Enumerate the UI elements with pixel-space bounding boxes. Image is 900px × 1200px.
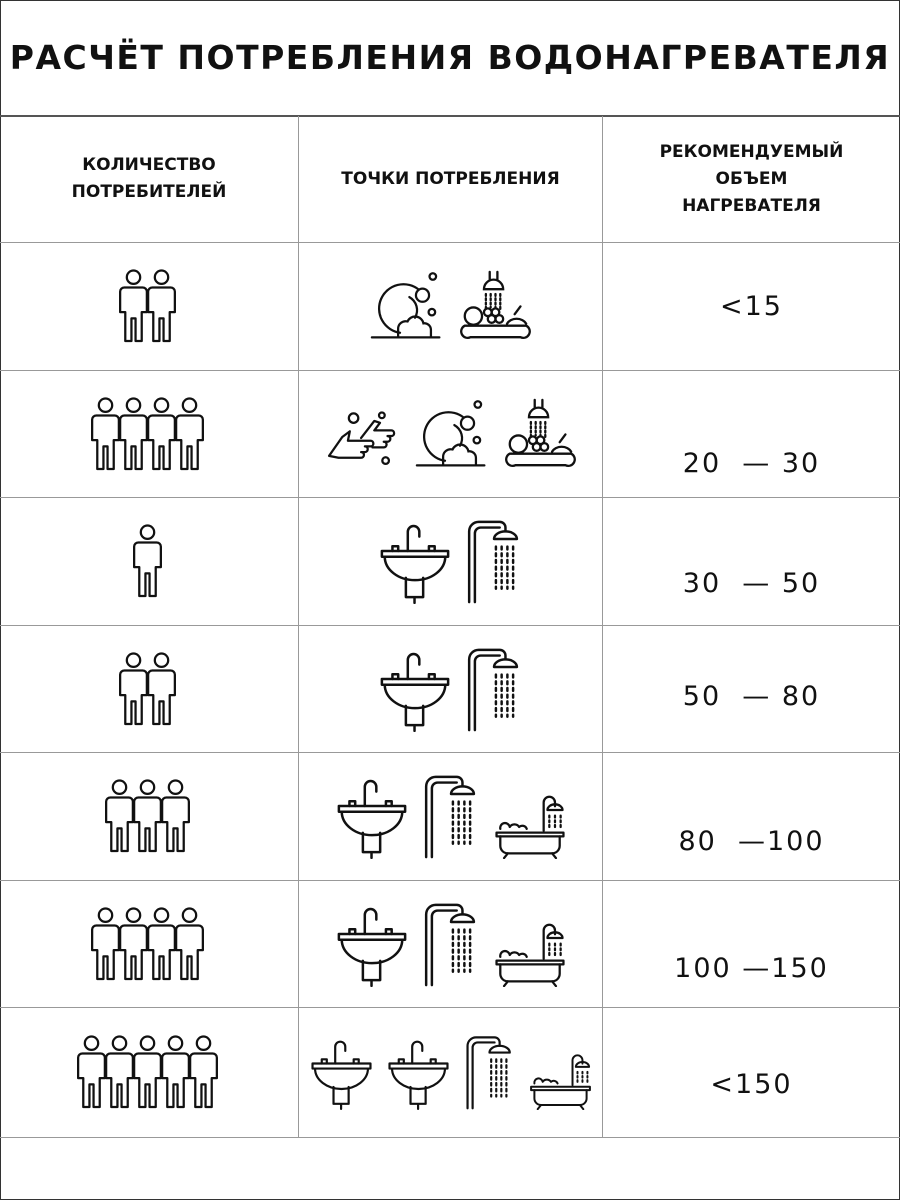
shower-icon — [464, 1034, 515, 1110]
consumers-cell — [0, 625, 298, 752]
header-points: ТОЧКИ ПОТРЕБЛЕНИЯ — [299, 116, 602, 242]
volume-value: <150 — [710, 1068, 793, 1100]
people-group — [135, 524, 163, 598]
sink-icon — [379, 522, 451, 604]
person-icon — [76, 1035, 107, 1109]
person-icon — [174, 397, 205, 471]
shower-icon — [465, 518, 523, 604]
dishwashing-icon — [370, 270, 445, 342]
person-icon — [90, 907, 121, 981]
person-icon — [132, 779, 163, 853]
sink-icon — [336, 905, 408, 987]
person-icon — [104, 1035, 135, 1109]
shower-icon — [465, 646, 523, 732]
consumers-cell — [0, 242, 298, 370]
shower-icon — [422, 773, 480, 859]
person-icon — [118, 397, 149, 471]
points-group — [379, 518, 523, 604]
people-group — [93, 397, 205, 471]
points-cell — [299, 752, 602, 880]
consumers-cell — [0, 1007, 298, 1137]
sink-icon — [310, 1038, 373, 1110]
page-title: РАСЧЁТ ПОТРЕБЛЕНИЯ ВОДОНАГРЕВАТЕЛЯ — [0, 0, 900, 117]
people-group — [121, 269, 177, 343]
points-cell — [299, 880, 602, 1007]
row-divider — [0, 497, 900, 498]
sink-icon — [379, 650, 451, 732]
volume-cell: 100 —150 — [603, 905, 900, 1032]
person-icon — [146, 907, 177, 981]
volume-value: 30 — 50 — [682, 567, 821, 599]
points-cell — [299, 242, 602, 370]
points-group — [336, 901, 566, 987]
volume-cell: 80 —100 — [603, 777, 900, 905]
bathtub-icon — [529, 1052, 592, 1110]
bathtub-icon — [494, 921, 566, 987]
people-group — [107, 779, 191, 853]
person-icon — [132, 1035, 163, 1109]
person-icon — [146, 397, 177, 471]
points-cell — [299, 625, 602, 752]
header-consumers: КОЛИЧЕСТВО ПОТРЕБИТЕЛЕЙ — [0, 116, 298, 242]
person-icon — [146, 269, 177, 343]
shower-icon — [422, 901, 480, 987]
volume-value: 80 —100 — [678, 825, 825, 857]
person-icon — [160, 1035, 191, 1109]
person-icon — [188, 1035, 219, 1109]
points-group — [325, 398, 576, 470]
people-group — [121, 652, 177, 726]
column-divider — [602, 116, 603, 1138]
header-consumers-label: КОЛИЧЕСТВО ПОТРЕБИТЕЛЕЙ — [71, 155, 227, 202]
fruit-washing-icon — [459, 270, 531, 342]
person-icon — [160, 779, 191, 853]
row-divider — [0, 752, 900, 753]
header-points-label: ТОЧКИ ПОТРЕБЛЕНИЯ — [341, 168, 560, 189]
dishwashing-icon — [415, 398, 490, 470]
consumers-cell — [0, 497, 298, 625]
consumers-cell — [0, 370, 298, 497]
volume-cell: 30 — 50 — [603, 519, 900, 647]
volume-value: 20 — 30 — [682, 448, 821, 479]
row-divider — [0, 242, 900, 243]
person-icon — [104, 779, 135, 853]
points-group — [370, 270, 531, 342]
row-divider — [0, 625, 900, 626]
consumers-cell — [0, 880, 298, 1007]
person-icon — [132, 524, 163, 598]
person-icon — [174, 907, 205, 981]
points-cell — [299, 497, 602, 625]
volume-value: 100 —150 — [674, 953, 829, 984]
people-group — [79, 1035, 219, 1109]
header-volume-label: РЕКОМЕНДУЕМЫЙ ОБЪЕМ НАГРЕВАТЕЛЯ — [659, 141, 844, 216]
volume-cell: <15 — [603, 242, 900, 370]
volume-cell: <150 — [603, 1019, 900, 1149]
people-group — [93, 907, 205, 981]
points-cell — [299, 370, 602, 497]
sink-icon — [387, 1038, 450, 1110]
volume-cell: 20 — 30 — [603, 400, 900, 527]
fruit-washing-icon — [504, 398, 576, 470]
person-icon — [90, 397, 121, 471]
volume-value: <15 — [720, 290, 783, 322]
row-divider — [0, 1007, 900, 1008]
volume-value: 50 — 80 — [682, 681, 821, 712]
row-divider — [0, 1137, 900, 1138]
row-divider — [0, 880, 900, 881]
person-icon — [118, 652, 149, 726]
points-group — [310, 1034, 592, 1110]
consumers-cell — [0, 752, 298, 880]
bathtub-icon — [494, 793, 566, 859]
person-icon — [118, 907, 149, 981]
points-group — [336, 773, 566, 859]
volume-cell: 50 — 80 — [603, 633, 900, 760]
header-volume: РЕКОМЕНДУЕМЫЙ ОБЪЕМ НАГРЕВАТЕЛЯ — [603, 116, 900, 242]
person-icon — [146, 652, 177, 726]
row-divider — [0, 370, 900, 371]
person-icon — [118, 269, 149, 343]
hand-washing-icon — [325, 404, 401, 470]
column-divider — [298, 116, 299, 1138]
points-group — [379, 646, 523, 732]
points-cell — [299, 1007, 602, 1137]
sink-icon — [336, 777, 408, 859]
